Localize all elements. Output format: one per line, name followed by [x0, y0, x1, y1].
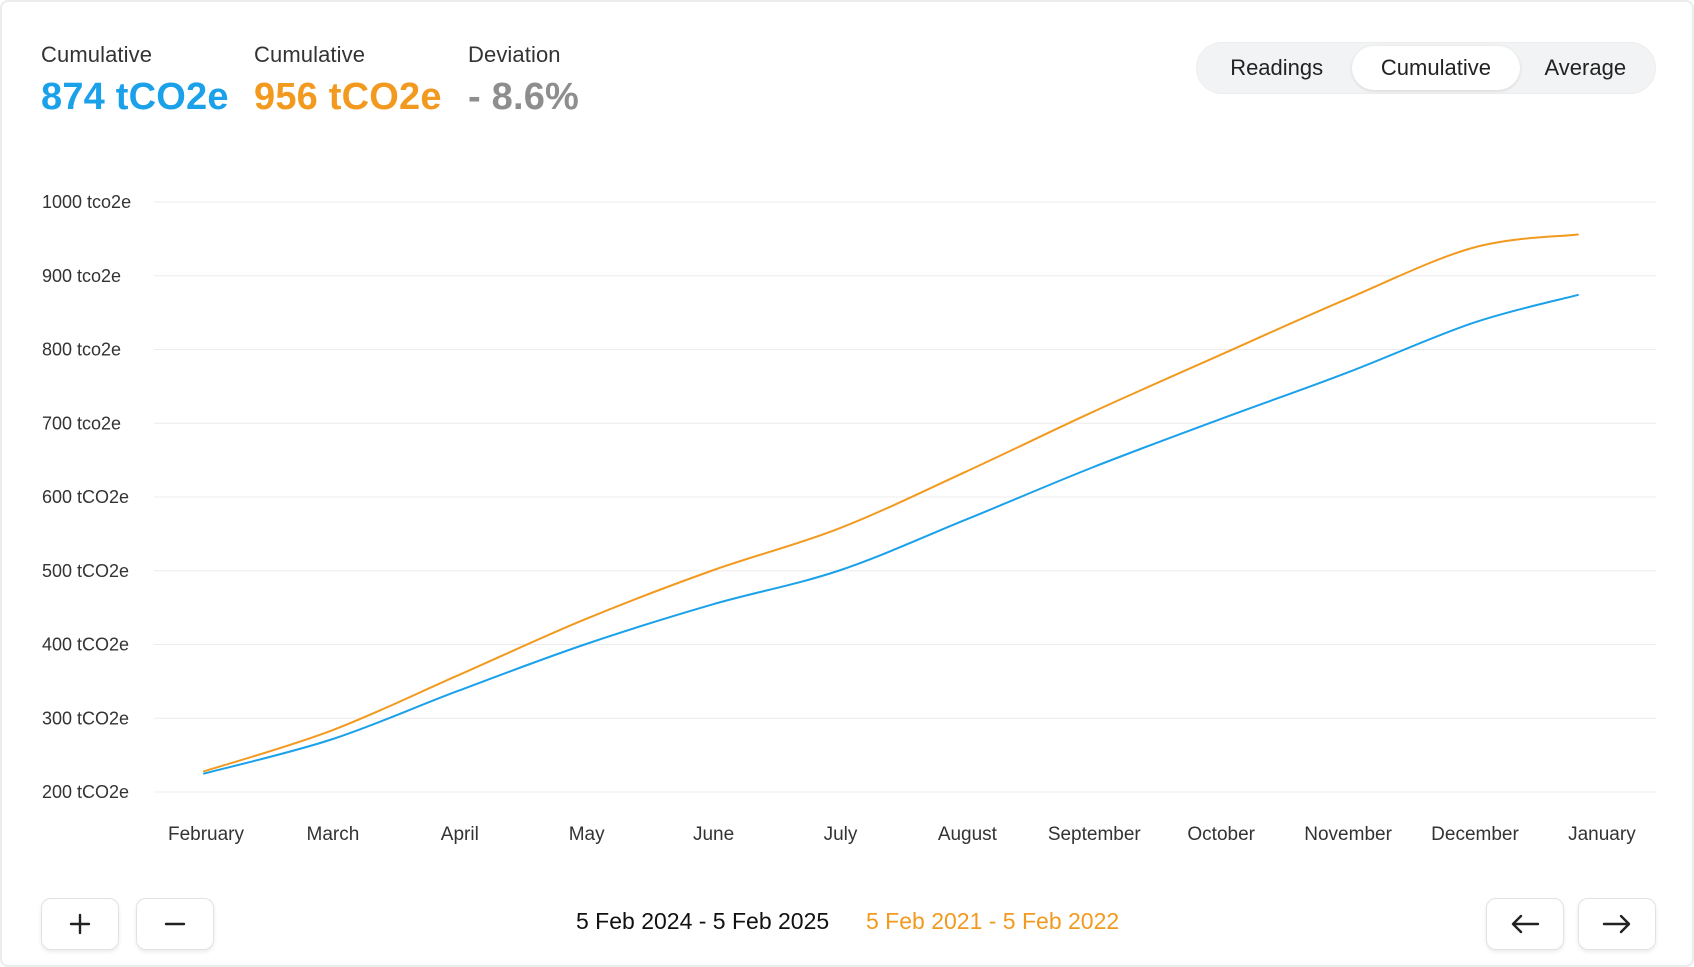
stat-compare-cumulative: Cumulative 956 tCO2e	[254, 42, 442, 119]
stat-label: Cumulative	[41, 42, 153, 67]
x-tick-label: January	[1568, 824, 1636, 845]
y-tick-label: 500 tCO2e	[42, 561, 129, 581]
x-tick-label: November	[1304, 824, 1392, 845]
minus-icon	[164, 922, 186, 926]
y-tick-label: 1000 tco2e	[42, 192, 131, 212]
x-tick-label: September	[1048, 824, 1142, 845]
toggle-readings[interactable]: Readings	[1230, 55, 1324, 80]
stat-deviation: Deviation - 8.6%	[468, 42, 579, 119]
series-line-1	[203, 293, 1579, 775]
next-period-button[interactable]	[1578, 898, 1656, 950]
compare-date-range: 5 Feb 2021 - 5 Feb 2022	[866, 908, 1120, 934]
y-tick-label: 200 tCO2e	[42, 782, 129, 802]
stat-label: Deviation	[468, 42, 561, 67]
y-tick-label: 400 tCO2e	[42, 635, 129, 655]
arrow-right-icon	[1602, 914, 1631, 934]
x-tick-label: July	[824, 824, 858, 845]
y-tick-label: 800 tco2e	[42, 340, 121, 360]
y-tick-label: 900 tco2e	[42, 266, 121, 286]
stat-current-cumulative: Cumulative 874 tCO2e	[41, 42, 229, 119]
arrow-left-icon	[1511, 914, 1540, 934]
plus-icon	[69, 913, 91, 935]
series-line-0	[203, 233, 1579, 773]
x-tick-label: October	[1187, 824, 1255, 845]
line-chart: 1000 tco2e 900 tco2e 800 tco2e 700 tco2e 600…	[42, 192, 1656, 845]
current-date-range: 5 Feb 2024 - 5 Feb 2025	[576, 908, 830, 934]
x-tick-label: August	[938, 824, 998, 845]
x-tick-label: June	[693, 824, 734, 845]
x-tick-label: December	[1431, 824, 1519, 845]
stat-value: 874 tCO2e	[41, 76, 229, 118]
toggle-cumulative[interactable]: Cumulative	[1352, 46, 1520, 90]
stat-label: Cumulative	[254, 42, 366, 67]
x-tick-label: May	[569, 824, 605, 845]
x-tick-label: March	[307, 824, 360, 845]
zoom-out-button[interactable]	[136, 898, 214, 950]
view-toggle: Readings Cumulative Average	[1196, 42, 1656, 94]
previous-period-button[interactable]	[1486, 898, 1564, 950]
x-tick-label: April	[441, 824, 479, 845]
toggle-average[interactable]: Average	[1544, 55, 1627, 80]
stat-value: 956 tCO2e	[254, 76, 442, 118]
y-tick-label: 600 tCO2e	[42, 487, 129, 507]
x-tick-label: February	[168, 824, 245, 845]
stat-value: - 8.6%	[468, 76, 580, 118]
y-tick-label: 300 tCO2e	[42, 708, 129, 728]
y-tick-label: 700 tco2e	[42, 413, 121, 433]
zoom-in-button[interactable]	[41, 898, 119, 950]
